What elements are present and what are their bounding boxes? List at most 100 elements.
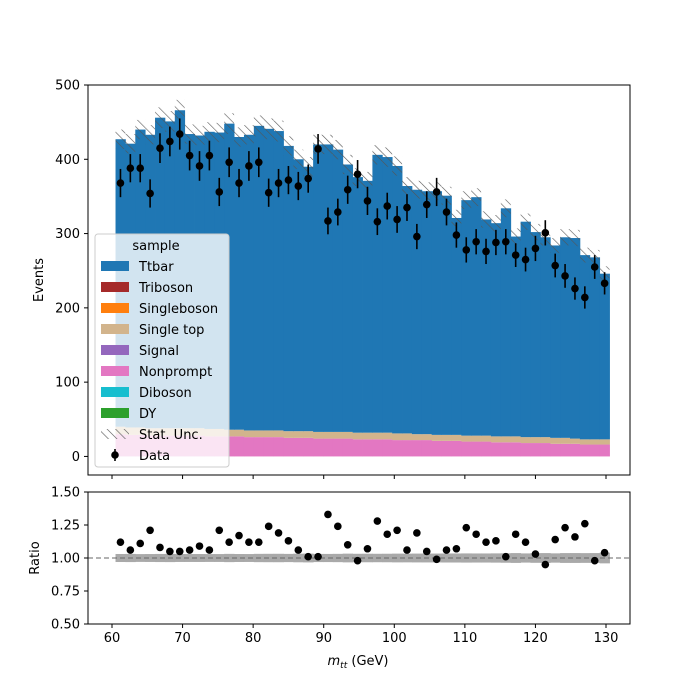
bar-ttbar: [471, 197, 482, 436]
data-point: [393, 215, 401, 224]
ratio-point: [581, 519, 589, 528]
ratio-point: [205, 546, 214, 554]
data-point: [422, 200, 431, 209]
bar-nonprompt: [273, 437, 284, 457]
bar-nonprompt: [520, 443, 531, 457]
stat-unc-band: [243, 125, 254, 145]
data-point: [205, 151, 214, 160]
bar-single-top: [431, 434, 442, 441]
bar-ttbar: [283, 145, 294, 432]
bar-ttbar: [402, 186, 413, 434]
x-tick-label: 120: [523, 631, 548, 646]
data-point: [482, 247, 490, 256]
bar-nonprompt: [362, 439, 373, 457]
bar-single-top: [352, 432, 363, 440]
data-point: [304, 174, 312, 183]
bar-single-top: [510, 436, 522, 443]
data-point: [274, 179, 283, 187]
stat-unc-band: [184, 124, 195, 144]
stat-unc-band: [579, 247, 590, 263]
ratio-point: [442, 546, 451, 554]
legend-label: Triboson: [138, 281, 193, 296]
data-point: [175, 130, 184, 138]
bar-single-top: [481, 435, 492, 442]
data-point: [501, 237, 510, 246]
ratio-point: [413, 529, 421, 537]
x-axis-label: mtt (GeV): [328, 654, 389, 671]
x-tick-label: 80: [245, 631, 262, 646]
ratio-unc-band: [362, 553, 373, 563]
ratio-unc-band: [194, 554, 205, 562]
bar-nonprompt: [313, 438, 324, 457]
bar-nonprompt: [461, 441, 472, 457]
y-tick-label-main: 500: [55, 79, 80, 94]
ratio-unc-band: [560, 553, 571, 563]
ratio-point: [126, 546, 135, 554]
bar-ttbar: [243, 134, 255, 431]
y-tick-label-main: 300: [55, 227, 80, 242]
stat-unc-band: [451, 209, 462, 227]
bar-ttbar: [560, 237, 571, 438]
legend-swatch-nonprompt: [101, 366, 129, 376]
legend-swatch-diboson: [101, 387, 129, 397]
bar-ttbar: [481, 219, 492, 436]
ratio-unc-band: [392, 553, 403, 563]
legend-swatch-signal: [101, 345, 129, 355]
bar-ttbar: [441, 195, 452, 435]
stat-unc-band: [125, 134, 136, 154]
bar-single-top: [243, 430, 255, 438]
data-point: [146, 189, 154, 198]
ratio-point: [472, 530, 480, 539]
stat-unc-band: [490, 215, 501, 232]
stat-unc-band: [194, 125, 205, 146]
legend-swatch-dy: [101, 408, 129, 418]
ratio-point: [116, 538, 125, 546]
ratio-point: [215, 526, 224, 535]
ratio-point: [274, 529, 283, 537]
ratio-point: [166, 547, 174, 556]
bar-ttbar: [540, 237, 551, 438]
bar-ttbar: [352, 177, 363, 433]
bar-nonprompt: [550, 443, 561, 457]
bar-nonprompt: [402, 440, 413, 457]
stat-unc-band: [392, 156, 403, 176]
bar-single-top: [342, 431, 354, 439]
data-point: [215, 188, 224, 196]
y-tick-label-ratio: 0.50: [51, 618, 80, 633]
bar-single-top: [402, 433, 413, 441]
data-point: [432, 188, 441, 196]
bar-single-top: [461, 435, 472, 442]
stat-unc-band: [372, 145, 383, 165]
bar-ttbar: [323, 144, 334, 432]
data-point: [541, 229, 550, 237]
bar-single-top: [234, 429, 245, 437]
ratio-plot: [88, 510, 630, 569]
y-tick-label-ratio: 1.00: [51, 552, 80, 567]
bar-single-top: [589, 439, 601, 445]
ratio-point: [353, 556, 362, 565]
data-point: [136, 164, 145, 172]
bar-ttbar: [490, 223, 502, 437]
ratio-point: [156, 543, 164, 552]
ratio-point: [254, 538, 263, 546]
y-tick-label-main: 100: [55, 376, 80, 391]
ratio-point: [334, 522, 342, 531]
legend-swatch-stat-unc: [101, 429, 129, 439]
bar-ttbar: [382, 157, 393, 433]
stat-unc-band: [382, 147, 393, 167]
legend-label: Nonprompt: [139, 365, 212, 380]
legend-label: Diboson: [139, 386, 192, 401]
bar-single-top: [323, 431, 334, 439]
data-point: [314, 145, 322, 153]
bar-single-top: [392, 433, 403, 441]
data-point: [571, 284, 579, 293]
ratio-point: [393, 526, 401, 535]
bar-ttbar: [234, 137, 245, 430]
ratio-point: [541, 560, 550, 569]
bar-single-top: [411, 434, 423, 441]
stat-unc-band: [500, 199, 511, 218]
bar-ttbar: [411, 189, 423, 435]
data-point: [225, 158, 233, 167]
bar-nonprompt: [579, 444, 591, 457]
